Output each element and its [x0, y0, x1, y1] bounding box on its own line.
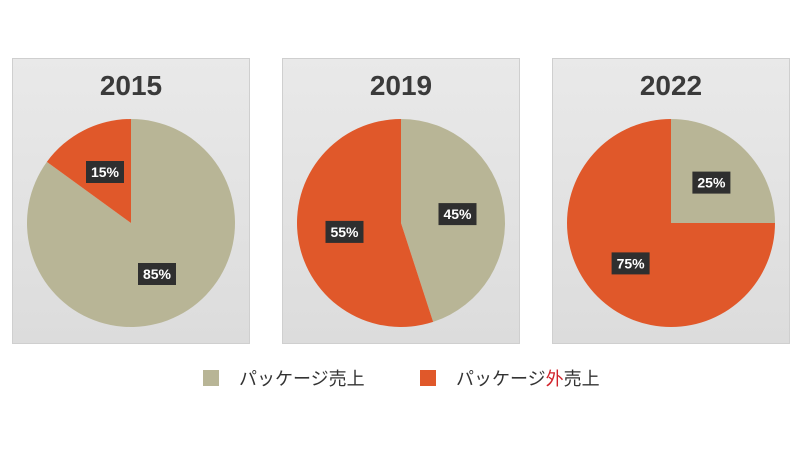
- legend-label-highlight: 外: [545, 369, 564, 390]
- data-label: 85%: [138, 263, 176, 285]
- pie-panel-2015: 2015 85% 15%: [12, 58, 250, 344]
- pie-slice-nonpackage: [297, 119, 434, 327]
- pie-slice-nonpackage: [567, 119, 775, 327]
- pie-panel-2022: 2022 25% 75%: [552, 58, 790, 344]
- pie-panel-2019: 2019 45% 55%: [282, 58, 520, 344]
- legend-swatch-package: [203, 370, 219, 386]
- data-label: 45%: [438, 203, 477, 226]
- data-label: 25%: [692, 171, 731, 194]
- data-label-box: [86, 161, 124, 183]
- data-label-text: 75%: [617, 255, 646, 271]
- data-label: 75%: [611, 252, 650, 275]
- data-label: 55%: [325, 220, 364, 243]
- pie-chart: 45% 55%: [297, 119, 506, 327]
- legend-label-prefix: パッケージ: [456, 369, 546, 390]
- data-label-box: [138, 263, 176, 285]
- data-label-text: 55%: [330, 224, 359, 240]
- data-label-text: 85%: [143, 266, 172, 282]
- data-label-box: [325, 220, 364, 243]
- legend-label-suffix: 売上: [563, 369, 600, 390]
- pie-chart: 85% 15%: [26, 119, 235, 327]
- legend: パッケージ売上 パッケージ外売上: [0, 366, 800, 390]
- data-label-text: 25%: [697, 175, 726, 191]
- legend-swatch-nonpackage: [420, 370, 436, 386]
- data-label: 15%: [86, 161, 124, 183]
- pie-chart: 25% 75%: [567, 119, 775, 327]
- data-label-text: 15%: [91, 164, 120, 180]
- legend-item-nonpackage: パッケージ外売上: [420, 366, 600, 390]
- pie-slice-package: [671, 119, 775, 223]
- legend-label-package: パッケージ売上: [239, 369, 365, 390]
- legend-label-nonpackage: パッケージ外売上: [456, 365, 600, 391]
- pie-slice-package: [26, 119, 235, 327]
- data-label-box: [438, 203, 477, 226]
- data-label-box: [692, 171, 731, 194]
- legend-item-package: パッケージ売上: [203, 366, 365, 390]
- pie-title: 2022: [639, 70, 703, 101]
- data-label-text: 45%: [443, 206, 472, 222]
- data-label-box: [611, 252, 650, 275]
- pie-title: 2019: [369, 70, 433, 101]
- pie-title: 2015: [99, 70, 163, 101]
